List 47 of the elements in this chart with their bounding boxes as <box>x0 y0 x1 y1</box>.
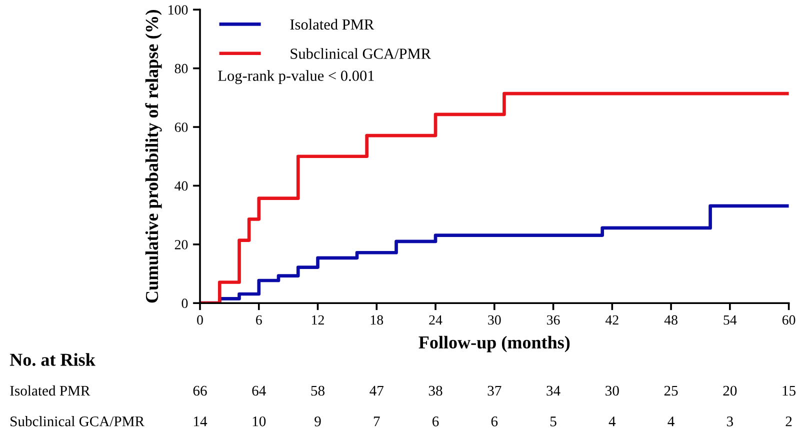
text: 37 <box>488 386 502 396</box>
text: 14 <box>194 416 208 426</box>
y-tick-label: 0 <box>182 298 188 308</box>
y-tick-label: 60 <box>174 122 188 132</box>
text: No. at Risk <box>10 353 96 366</box>
x-tick-label: 54 <box>724 315 737 325</box>
x-tick-label: 48 <box>664 315 678 325</box>
text: 4 <box>608 416 616 426</box>
text: 20 <box>723 386 737 396</box>
text: 7 <box>374 416 380 426</box>
text: 5 <box>550 416 556 426</box>
x-axis-title: Follow-up (months) <box>418 336 570 352</box>
text: 30 <box>606 386 619 396</box>
y-tick-label: 40 <box>174 181 188 191</box>
legend-label: Subclinical GCA/PMR <box>290 48 431 59</box>
annotation: Log-rank p-value < 0.001 <box>218 70 374 84</box>
text: Isolated PMR <box>10 385 90 396</box>
text: 66 <box>193 386 207 396</box>
text: 2 <box>786 416 792 426</box>
x-tick-label: 30 <box>488 315 501 325</box>
y-tick-label: 80 <box>174 64 188 74</box>
x-tick-label: 60 <box>782 315 796 325</box>
text: 58 <box>311 386 324 396</box>
text: 34 <box>546 386 560 396</box>
text: 25 <box>664 386 678 396</box>
text: 15 <box>782 386 796 396</box>
x-tick-label: 24 <box>429 315 442 325</box>
y-tick-label: 20 <box>174 240 188 250</box>
text: 38 <box>428 386 442 396</box>
text: 9 <box>314 416 321 426</box>
text: 6 <box>432 416 439 426</box>
x-tick-label: 18 <box>370 315 384 325</box>
text: 47 <box>370 386 384 396</box>
y-axis-title: Cumulative probability of relapse (%) <box>145 10 162 303</box>
text: 3 <box>726 416 733 426</box>
legend-label: Isolated PMR <box>290 18 374 30</box>
x-tick-label: 0 <box>197 315 203 325</box>
y-tick-label: 100 <box>168 5 188 15</box>
text: 64 <box>252 386 266 396</box>
text: 10 <box>252 416 266 426</box>
x-tick-label: 12 <box>312 315 324 325</box>
text: Subclinical GCA/PMR <box>10 416 144 426</box>
x-tick-label: 36 <box>547 315 560 325</box>
x-tick-label: 42 <box>605 315 618 325</box>
x-tick-label: 6 <box>256 315 262 325</box>
text: 4 <box>668 416 674 426</box>
text: 6 <box>491 416 498 426</box>
